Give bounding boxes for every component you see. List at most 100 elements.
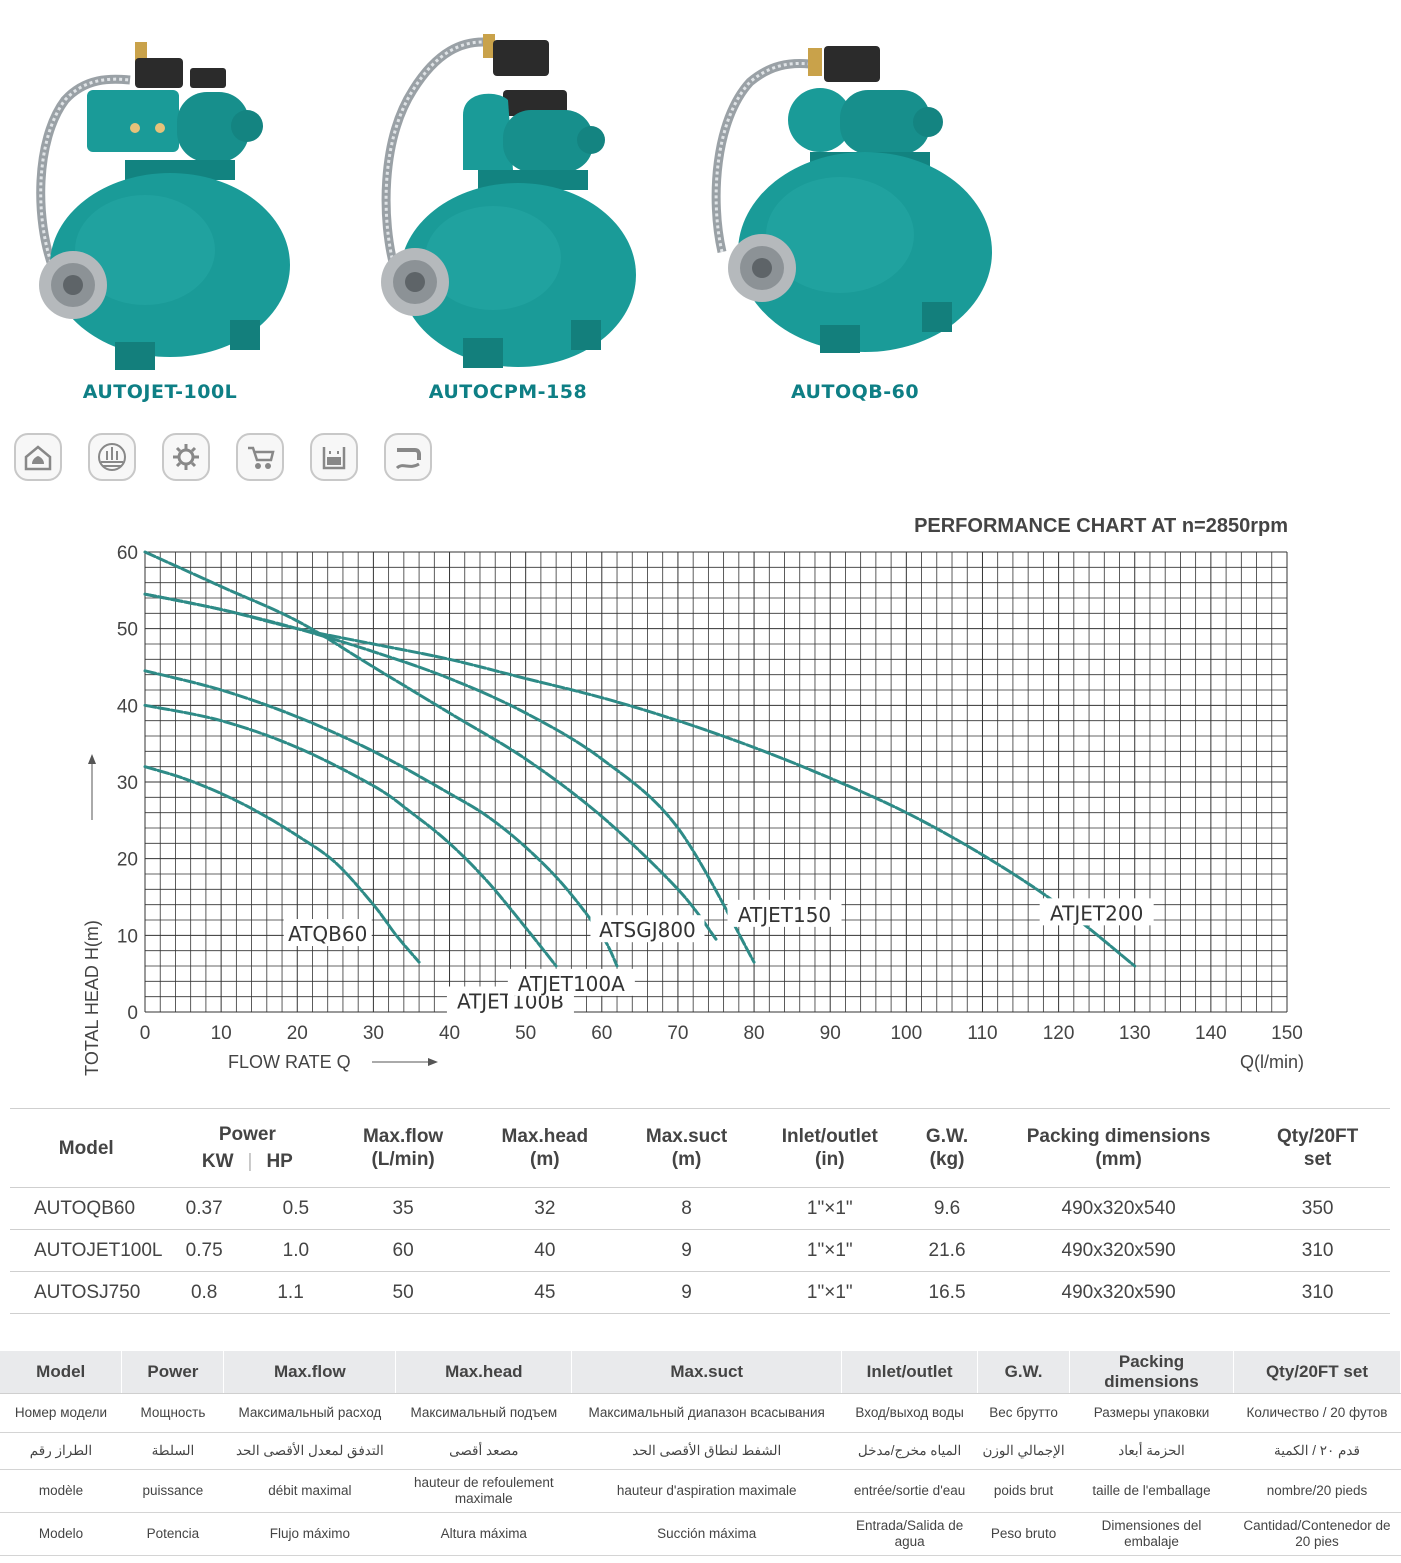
cell: modèle [0,1469,122,1513]
cell: قدم ٢٠ / الكمية [1233,1432,1401,1470]
x-tick-label: 80 [743,1023,764,1044]
x-tick-label: 130 [1119,1023,1151,1044]
maxsuct-header: Max.suct [645,1126,728,1147]
glossary-row-ar: الطراز رقم السلطة التدفق لمعدل الأقصى الحد… [0,1432,1401,1470]
series-line-atjet100b [143,703,558,968]
x-tick-label: 140 [1195,1023,1227,1044]
col-maxsuct: Max.suct (m) [615,1108,758,1188]
glossary-col: Power [121,1351,225,1394]
cell: 1"×1" [757,1229,903,1272]
col-gw: G.W. (kg) [902,1108,992,1188]
glossary-table: Model Power Max.flow Max.head Max.suct I… [0,1351,1401,1556]
col-packing: Packing dimensions (mm) [991,1108,1246,1188]
glossary-col: Max.flow [223,1351,397,1394]
x-tick-label: 150 [1271,1023,1303,1044]
product-autocpm: AUTOCPM-158 [343,20,673,420]
series-label-bg [283,919,372,947]
cell: AUTOJET100L [10,1229,163,1272]
cell: 310 [1245,1271,1390,1314]
cell: المياه مخرج/مدخل [841,1432,978,1470]
x-tick-label: 70 [667,1023,688,1044]
inlet-header: Inlet/outlet [781,1126,878,1147]
cell: 32 [473,1187,616,1230]
cell: 0.37 0.5 [162,1187,333,1230]
cell: Entrada/Salida de agua [841,1512,978,1556]
glossary-row-es: Modelo Potencia Flujo máximo Altura máxima S… [0,1512,1401,1556]
cell: hauteur de refoulement maximale [395,1469,572,1513]
col-inlet: Inlet/outlet (in) [757,1108,903,1188]
cell: AUTOQB60 [10,1187,163,1230]
cell: Максимальный диапазон всасывания [571,1393,842,1433]
cell: 9 [615,1229,758,1272]
series-line-atqb60 [143,765,421,964]
series-line-atjet100a [143,669,619,968]
water-outlet-icon [384,433,432,481]
cell: taille de l'emballage [1069,1469,1234,1513]
cell: 350 [1245,1187,1390,1230]
product-autoqb: AUTOQB-60 [690,20,1020,420]
glossary-col: Max.head [395,1351,573,1394]
hp-value: 1.0 [282,1239,310,1261]
glossary-col: Qty/20FT set [1233,1351,1401,1394]
y-tick-label: 30 [117,773,138,794]
series-label-atjet150: ATJET150 [738,903,831,927]
cell: 490x320x590 [991,1271,1246,1314]
chart-labels: ATQB60ATJET100BATJET100AATSGJ800ATJET150… [283,898,1154,1014]
gw-header: G.W. [925,1126,969,1147]
cell: 1"×1" [757,1187,903,1230]
y-tick-label: 40 [117,696,138,717]
col-power: Power KW | HP [162,1108,333,1188]
cell: 50 [332,1271,474,1314]
cell: 45 [473,1271,616,1314]
chart-series [143,550,1137,968]
cell: الحزمة أبعاد [1069,1432,1234,1470]
kw-header: KW [201,1151,234,1172]
wheelbarrow-icon [236,433,284,481]
y-tick-label: 20 [117,850,138,871]
y-axis-label: TOTAL HEAD H(m) [82,920,102,1076]
performance-chart: ATQB60ATJET100BATJET100AATSGJ800ATJET150… [82,515,1304,1076]
x-tick-label: 60 [591,1023,612,1044]
cell: Максимальный расход [223,1393,396,1433]
maxflow-header: Max.flow [362,1126,444,1147]
cell: AUTOSJ750 [10,1271,163,1314]
glossary-col: Packing dimensions [1069,1351,1234,1394]
cell: الشفط لنطاق الأقصى الحد [571,1432,842,1470]
y-tick-label: 50 [117,620,138,641]
cell: Succión máxima [571,1512,842,1556]
cell: 0.8 1.1 [162,1271,333,1314]
x-tick-label: 30 [363,1023,384,1044]
water-tank-icon [310,433,358,481]
glossary-col: Max.suct [571,1351,843,1394]
cell: 0.75 1.0 [162,1229,333,1272]
cell: Мощность [121,1393,224,1433]
y-tick-label: 10 [117,926,138,947]
maxflow-unit: (L/min) [371,1149,435,1170]
gear-icon [162,433,210,481]
pump-image-autoqb [711,46,992,353]
cell: 16.5 [902,1271,992,1314]
y-tick-label: 0 [127,1003,138,1024]
col-qty: Qty/20FT set [1245,1108,1390,1188]
cell: Peso bruto [977,1512,1070,1556]
glossary-row-fr: modèle puissance débit maximal hauteur de r… [0,1469,1401,1513]
x-axis-label: FLOW RATE Q [228,1052,351,1072]
cell: 310 [1245,1229,1390,1272]
x-tick-label: 10 [211,1023,232,1044]
qty-header: Qty/20FT [1276,1126,1359,1147]
maxhead-unit: (m) [530,1149,560,1170]
kw-hp-divider: | [247,1151,253,1172]
cell: Номер модели [0,1393,122,1433]
series-line-atsgj800 [143,550,718,941]
cell: 35 [332,1187,474,1230]
spec-table: Model Power KW | HP Max.flow (L/min) Max.he… [10,1108,1390,1314]
product-name: AUTOQB-60 [790,381,920,403]
hp-header: HP [266,1151,293,1172]
table-row: AUTOSJ750 0.8 1.1 50 45 9 1"×1" 16.5 490x… [10,1271,1390,1314]
cell: 40 [473,1229,616,1272]
home-garden-icon [14,433,62,481]
cell: Размеры упаковки [1069,1393,1234,1433]
cell: puissance [121,1469,224,1513]
spec-header-row: Model Power KW | HP Max.flow (L/min) Max.he… [10,1108,1390,1188]
maxhead-header: Max.head [501,1126,589,1147]
